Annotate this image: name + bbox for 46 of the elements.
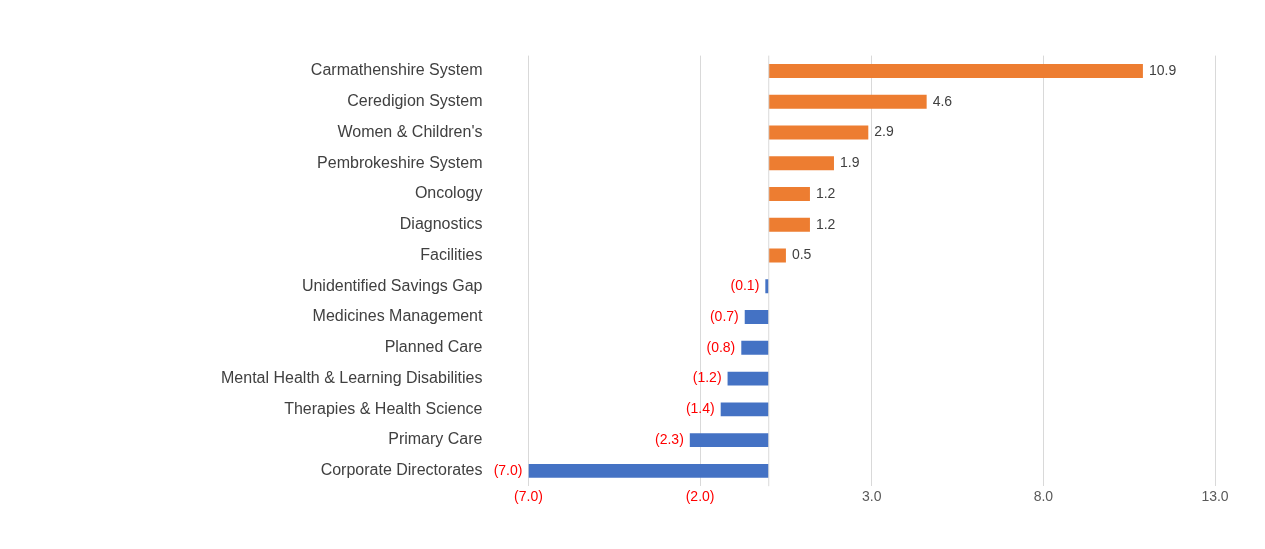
data-label: (1.4): [685, 400, 715, 417]
bar: [768, 64, 1143, 78]
data-label: 1.2: [815, 215, 836, 232]
data-label: 2.9: [874, 123, 894, 140]
data-label: (0.7): [709, 307, 739, 324]
bar: [744, 310, 769, 324]
y-tick-label: Women & Children's: [337, 122, 483, 140]
data-label: (7.0): [493, 461, 523, 478]
y-tick-label: Therapies & Health Science: [284, 399, 483, 417]
x-tick-label: (7.0): [514, 488, 543, 505]
data-label: (1.2): [692, 369, 722, 386]
x-tick-label: (2.0): [685, 488, 715, 505]
data-label: 10.9: [1148, 61, 1177, 78]
y-tick-label: Ceredigion System: [347, 92, 483, 110]
data-label: 1.9: [839, 154, 860, 171]
y-tick-label: Unidentified Savings Gap: [301, 276, 483, 294]
data-label: (0.8): [706, 338, 736, 355]
y-tick-label: Planned Care: [384, 338, 483, 356]
x-tick-label: 13.0: [1201, 488, 1229, 505]
bar: [768, 217, 810, 232]
data-label: (0.1): [730, 277, 760, 294]
y-tick-label: Corporate Directorates: [320, 461, 483, 479]
y-tick-label: Mental Health & Learning Disabilities: [221, 368, 483, 386]
y-tick-label: Oncology: [414, 184, 483, 202]
bar: [741, 340, 769, 355]
bar: [720, 402, 769, 417]
x-tick-label: 8.0: [1033, 488, 1054, 505]
bar: [727, 371, 769, 386]
y-tick-label: Primary Care: [388, 430, 483, 448]
bar: [768, 125, 869, 140]
x-tick-label: 3.0: [862, 488, 882, 505]
bar: [768, 156, 834, 171]
bar: [768, 248, 786, 263]
data-label: 0.5: [791, 246, 812, 263]
data-label: 4.6: [932, 92, 953, 109]
y-tick-label: Carmathenshire System: [310, 61, 483, 79]
y-tick-label: Diagnostics: [399, 215, 483, 233]
y-tick-label: Medicines Management: [312, 307, 484, 325]
y-tick-label: Pembrokeshire System: [317, 153, 483, 171]
data-label: 1.2: [815, 184, 836, 201]
bar: [689, 433, 769, 447]
y-tick-label: Facilities: [420, 245, 483, 263]
bar: [768, 94, 927, 109]
data-label: (2.3): [655, 430, 684, 447]
bar: [768, 187, 810, 201]
bar: [528, 463, 769, 478]
